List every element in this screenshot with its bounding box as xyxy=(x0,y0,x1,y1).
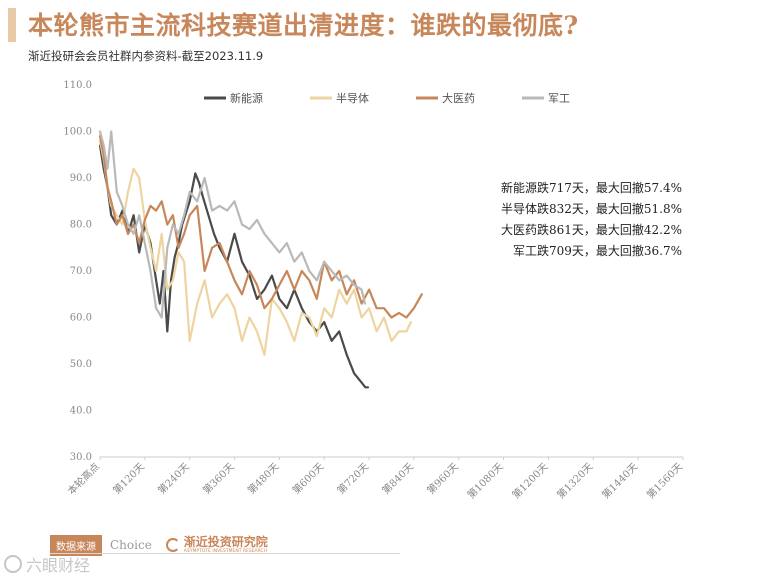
legend-label: 新能源 xyxy=(230,91,263,105)
x-tick-label: 第240天 xyxy=(155,460,192,497)
x-tick-label: 第1200天 xyxy=(509,460,550,501)
x-tick-label: 第120天 xyxy=(110,460,147,497)
line-chart: 30.0 40.0 50.0 60.0 70.0 80.0 90.0 100.0 110.0 本轮… xyxy=(63,80,685,501)
y-tick-label: 60.0 xyxy=(70,313,92,324)
y-tick-label: 100.0 xyxy=(63,127,92,138)
footer: 数据来源 Choice 渐近投资研究院 ASYMPTOTE INVESTMENT… xyxy=(50,534,268,556)
annotation-text: 军工跌709天，最大回撤36.7% xyxy=(513,243,682,258)
y-tick-label: 110.0 xyxy=(63,80,92,91)
source-label: 数据来源 xyxy=(50,534,102,556)
y-tick-label: 80.0 xyxy=(70,220,92,231)
x-tick-label: 第1440天 xyxy=(599,460,640,501)
footer-divider xyxy=(50,553,400,554)
y-tick-label: 90.0 xyxy=(70,173,92,184)
legend-label: 大医药 xyxy=(442,91,475,105)
brand-logo: 渐近投资研究院 ASYMPTOTE INVESTMENT RESEARCH xyxy=(165,534,268,555)
series-line-军工 xyxy=(98,130,367,319)
title-accent-bar xyxy=(8,8,16,42)
x-tick-label: 第360天 xyxy=(200,460,237,497)
annotation-text: 新能源跌717天，最大回撤57.4% xyxy=(501,180,682,195)
watermark-text: 六眼财经 xyxy=(26,556,91,575)
x-tick-label: 第720天 xyxy=(334,460,371,497)
eye-icon xyxy=(4,555,22,573)
series-line-半导体 xyxy=(98,139,412,356)
x-tick-label: 第840天 xyxy=(379,460,416,497)
legend-label: 军工 xyxy=(548,92,570,105)
brand-icon xyxy=(165,538,180,552)
x-tick-label: 第1080天 xyxy=(464,460,505,501)
x-tick-label: 第480天 xyxy=(245,460,282,497)
y-tick-label: 30.0 xyxy=(70,452,92,463)
x-tick-label: 第1560天 xyxy=(644,460,685,501)
brand-name-en: ASYMPTOTE INVESTMENT RESEARCH xyxy=(183,548,268,554)
series-line-大医药 xyxy=(98,135,423,319)
source-name: Choice xyxy=(110,538,152,552)
page-subtitle: 渐近投研会会员社群内参资料-截至2023.11.9 xyxy=(28,49,264,63)
x-tick-label: 第1320天 xyxy=(554,460,595,501)
annotation-text: 大医药跌861天，最大回撤42.2% xyxy=(501,222,682,237)
watermark: 六眼财经 xyxy=(4,552,90,576)
page-title: 本轮熊市主流科技赛道出清进度：谁跌的最彻底? xyxy=(28,11,579,40)
x-tick-label: 第960天 xyxy=(424,460,461,497)
brand-name: 渐近投资研究院 xyxy=(183,534,268,549)
x-tick-label: 本轮高点 xyxy=(65,460,102,497)
y-tick-label: 40.0 xyxy=(70,406,92,417)
y-tick-label: 50.0 xyxy=(70,359,92,370)
annotation-text: 半导体跌832天，最大回撤51.8% xyxy=(501,201,682,216)
x-tick-label: 第600天 xyxy=(290,460,327,497)
legend-label: 半导体 xyxy=(336,91,369,105)
y-tick-label: 70.0 xyxy=(70,266,92,277)
